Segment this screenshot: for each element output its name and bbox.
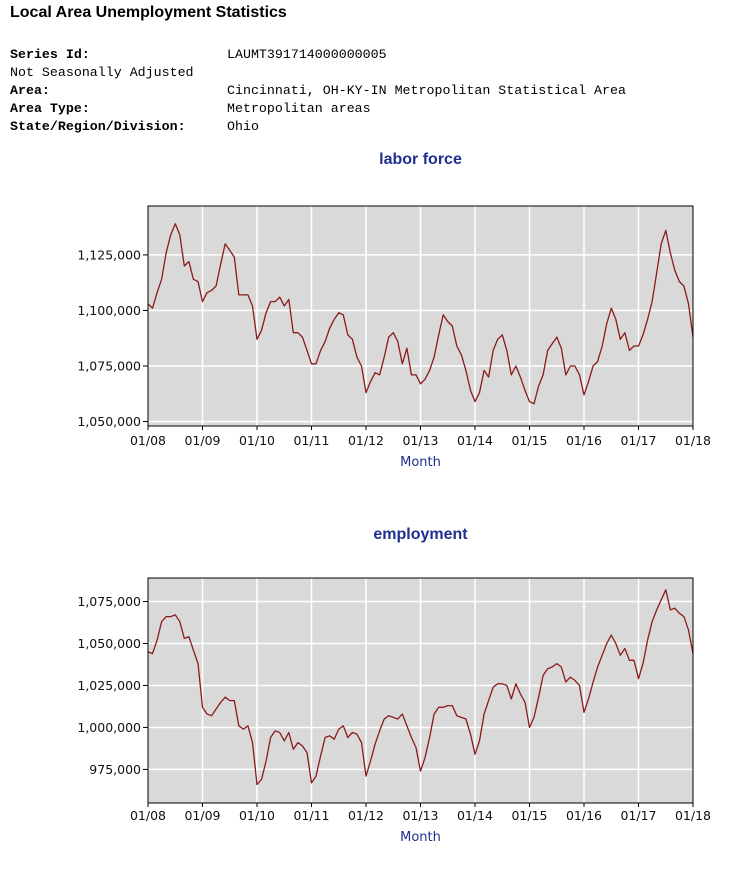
series-id-label: Series Id:	[10, 47, 90, 62]
x-tick-label: 01/11	[293, 433, 329, 448]
x-tick-label: 01/15	[511, 808, 547, 823]
x-tick-label: 01/10	[239, 433, 275, 448]
x-tick-label: 01/16	[566, 808, 602, 823]
x-tick-label: 01/12	[348, 433, 384, 448]
x-tick-label: 01/13	[402, 433, 438, 448]
x-tick-label: 01/08	[130, 433, 166, 448]
seasonal-adjustment-text: Not Seasonally Adjusted	[10, 65, 194, 80]
page-title: Local Area Unemployment Statistics	[10, 4, 287, 21]
y-tick-label: 1,025,000	[77, 678, 141, 693]
chart-title: employment	[373, 526, 468, 543]
labor-force-plot: 01/08 01/09 01/10 01/11 01/12 01/13 01/14 01/15…	[77, 205, 711, 470]
series-id-value: LAUMT391714000000005	[227, 47, 387, 62]
area-value: Cincinnati, OH-KY-IN Metropolitan Statis…	[227, 83, 626, 98]
x-tick-label: 01/18	[675, 808, 711, 823]
x-tick-label: 01/09	[184, 808, 220, 823]
x-tick-label: 01/18	[675, 433, 711, 448]
employment-plot: 01/08 01/09 01/10 01/11 01/12 01/13 01/14 01/15…	[77, 577, 711, 845]
area-type-label: Area Type:	[10, 101, 90, 116]
area-label: Area:	[10, 83, 50, 98]
series-line	[147, 223, 694, 405]
x-tick-label: 01/12	[348, 808, 384, 823]
chart-title: labor force	[379, 151, 462, 168]
x-tick-label: 01/11	[293, 808, 329, 823]
x-tick-label: 01/08	[130, 808, 166, 823]
y-tick-label: 1,075,000	[77, 594, 141, 609]
x-tick-label: 01/10	[239, 808, 275, 823]
x-tick-label: 01/17	[620, 808, 656, 823]
y-tick-label: 1,050,000	[77, 636, 141, 651]
x-tick-label: 01/16	[566, 433, 602, 448]
x-tick-label: 01/09	[184, 433, 220, 448]
employment-chart: employment 01/08 01/09 01/10 01/11 01/12 01/1…	[0, 523, 730, 853]
x-tick-label: 01/13	[402, 808, 438, 823]
y-tick-label: 1,050,000	[77, 414, 141, 429]
y-tick-label: 1,100,000	[77, 303, 141, 318]
x-tick-label: 01/17	[620, 433, 656, 448]
series-line	[147, 589, 694, 786]
x-tick-label: 01/15	[511, 433, 547, 448]
plot-border	[147, 577, 694, 804]
y-tick-label: 1,075,000	[77, 359, 141, 374]
state-label: State/Region/Division:	[10, 119, 186, 134]
labor-force-chart: labor force 01/08 01/09 01/10 01/11 01/12 01/…	[0, 148, 730, 478]
plot-border	[147, 205, 694, 427]
x-axis-title: Month	[400, 830, 441, 845]
state-value: Ohio	[227, 119, 259, 134]
y-tick-label: 1,125,000	[77, 247, 141, 262]
x-tick-label: 01/14	[457, 808, 493, 823]
area-type-value: Metropolitan areas	[227, 101, 371, 116]
y-tick-label: 1,000,000	[77, 720, 141, 735]
x-tick-label: 01/14	[457, 433, 493, 448]
y-tick-label: 975,000	[89, 762, 141, 777]
x-axis-title: Month	[400, 455, 441, 470]
